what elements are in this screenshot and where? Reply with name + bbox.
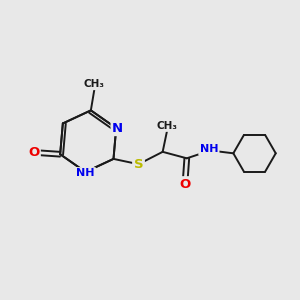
Text: S: S <box>134 158 143 171</box>
Text: O: O <box>28 146 39 159</box>
Text: N: N <box>112 122 123 135</box>
Text: CH₃: CH₃ <box>157 121 178 130</box>
Text: O: O <box>180 178 191 191</box>
Text: NH: NH <box>200 145 218 154</box>
Text: NH: NH <box>76 168 95 178</box>
Text: CH₃: CH₃ <box>84 79 105 89</box>
